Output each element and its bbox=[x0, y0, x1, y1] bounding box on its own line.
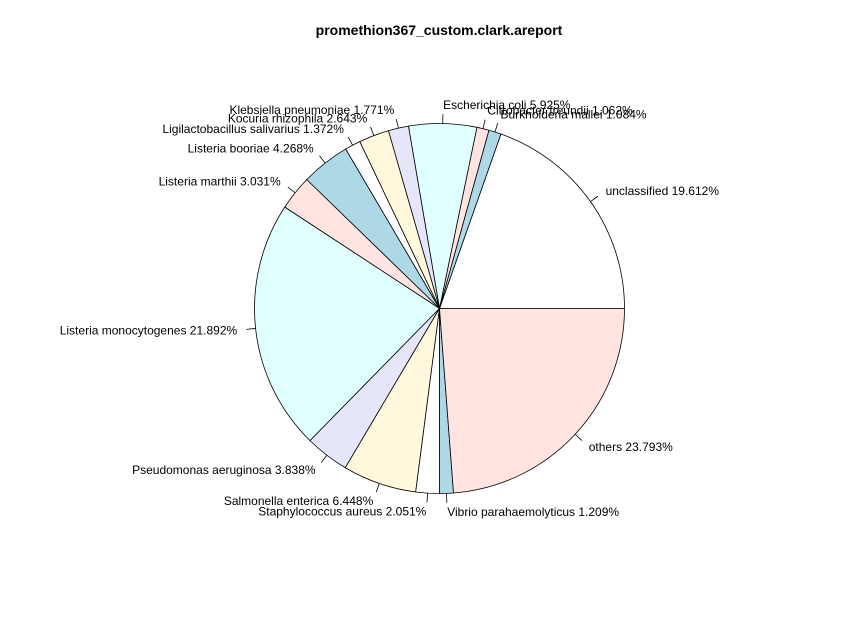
pie-tick-kocuria-rhizophila bbox=[370, 126, 375, 136]
pie-tick-staphylococcus-aureus bbox=[426, 493, 428, 503]
pie-label-salmonella-enterica: Salmonella enterica 6.448% bbox=[224, 494, 374, 508]
chart-title: promethion367_custom.clark.areport bbox=[316, 22, 563, 38]
pie-tick-burkholderia-mallei bbox=[494, 123, 499, 133]
pie-tick-salmonella-enterica bbox=[375, 483, 380, 493]
pie-label-ticks bbox=[246, 114, 599, 503]
pie-slice-listeria-monocytogenes bbox=[254, 206, 441, 442]
pie-label-citrobacter-freundii: Citrobacter freundii 1.062% bbox=[487, 104, 633, 118]
pie-slice-others bbox=[439, 308, 625, 494]
pie-label-vibrio-parahaemolyticus: Vibrio parahaemolyticus 1.209% bbox=[447, 505, 619, 519]
pie-label-ligilactobacillus-salivarius: Ligilactobacillus salivarius 1.372% bbox=[162, 122, 344, 136]
pie-label-burkholderia-mallei: Burkholderia mallei 1.084% bbox=[501, 107, 647, 121]
pie-tick-listeria-marthii bbox=[287, 186, 296, 194]
pie-tick-listeria-monocytogenes bbox=[246, 327, 256, 330]
pie-label-klebsiella-pneumoniae: Klebsiella pneumoniae 1.771% bbox=[229, 103, 394, 117]
pie-tick-pseudomonas-aeruginosa bbox=[320, 454, 328, 463]
pie-tick-listeria-booriae bbox=[319, 155, 326, 164]
pie-slices bbox=[254, 123, 625, 494]
pie-label-unclassified: unclassified 19.612% bbox=[606, 184, 720, 198]
pie-labels: unclassified 19.612% Burkholderia mallei … bbox=[60, 98, 720, 519]
pie-tick-citrobacter-freundii bbox=[482, 119, 486, 129]
pie-tick-klebsiella-pneumoniae bbox=[395, 119, 399, 129]
pie-label-staphylococcus-aureus: Staphylococcus aureus 2.051% bbox=[258, 505, 426, 519]
pie-tick-unclassified bbox=[590, 195, 599, 202]
pie-tick-ligilactobacillus-salivarius bbox=[347, 136, 353, 146]
pie-label-listeria-booriae: Listeria booriae 4.268% bbox=[188, 142, 314, 156]
pie-label-others: others 23.793% bbox=[589, 440, 673, 454]
pie-tick-others bbox=[574, 433, 583, 441]
pie-label-listeria-monocytogenes: Listeria monocytogenes 21.892% bbox=[60, 323, 238, 337]
pie-label-kocuria-rhizophila: Kocuria rhizophila 2.643% bbox=[228, 111, 368, 125]
pie-label-escherichia-coli: Escherichia coli 5.925% bbox=[443, 98, 571, 112]
pie-label-pseudomonas-aeruginosa: Pseudomonas aeruginosa 3.838% bbox=[132, 463, 316, 477]
pie-label-listeria-marthii: Listeria marthii 3.031% bbox=[159, 174, 281, 188]
